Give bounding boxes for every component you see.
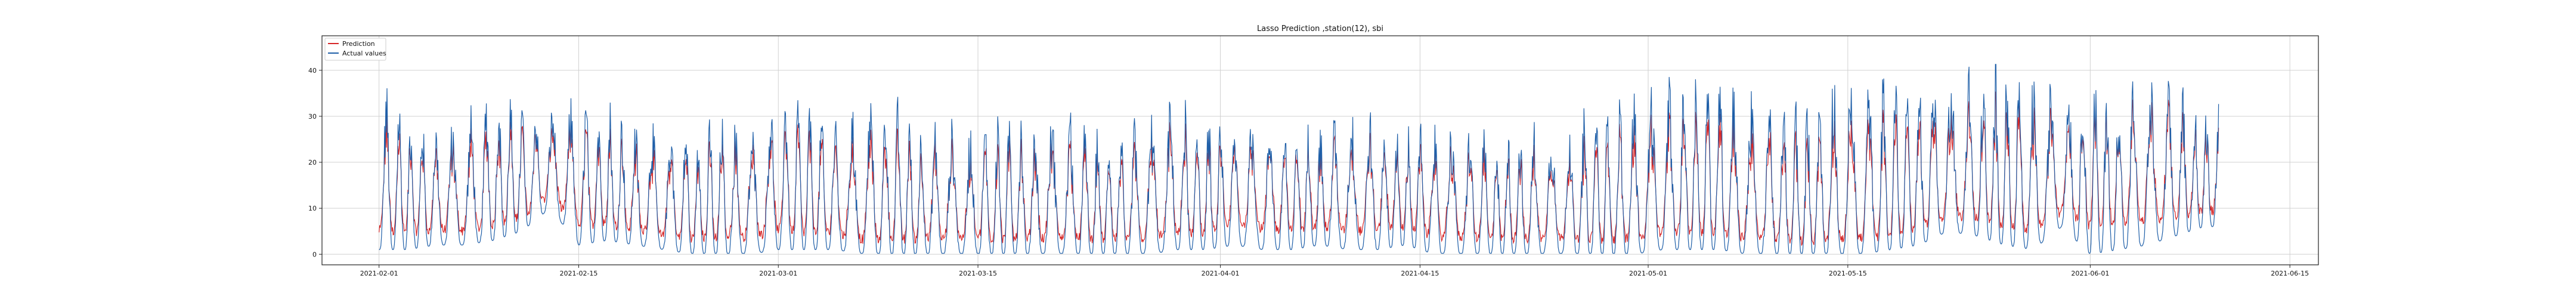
y-tick-label: 0 (312, 251, 317, 258)
x-tick-label: 2021-04-01 (1202, 270, 1240, 277)
x-tick-label: 2021-05-15 (1829, 270, 1867, 277)
x-tick-label: 2021-04-15 (1401, 270, 1439, 277)
x-tick-label: 2021-02-15 (559, 270, 597, 277)
x-tick-label: 2021-06-01 (2071, 270, 2109, 277)
legend-box (324, 38, 386, 61)
x-tick-label: 2021-06-15 (2271, 270, 2309, 277)
y-tick-label: 10 (308, 205, 317, 212)
plot-frame (321, 35, 2319, 265)
x-tick-label: 2021-03-15 (959, 270, 997, 277)
chart-title: Lasso Prediction ,station(12), sbi (1257, 24, 1383, 33)
x-tick-label: 2021-02-01 (360, 270, 398, 277)
y-axis: 0 10 20 30 40 (308, 67, 322, 258)
legend: Prediction Actual values (324, 38, 386, 61)
y-tick-label: 20 (308, 159, 317, 166)
series-lines (379, 64, 2219, 254)
y-tick-label: 30 (308, 113, 317, 120)
x-tick-label: 2021-03-01 (759, 270, 797, 277)
legend-label-prediction: Prediction (342, 40, 375, 48)
x-tick-label: 2021-05-01 (1629, 270, 1667, 277)
y-tick-label: 40 (308, 67, 317, 75)
legend-label-actual: Actual values (342, 50, 386, 57)
x-axis: 2021-02-01 2021-02-15 2021-03-01 2021-03-15… (360, 265, 2309, 277)
series-line-actual-values (379, 64, 2219, 254)
